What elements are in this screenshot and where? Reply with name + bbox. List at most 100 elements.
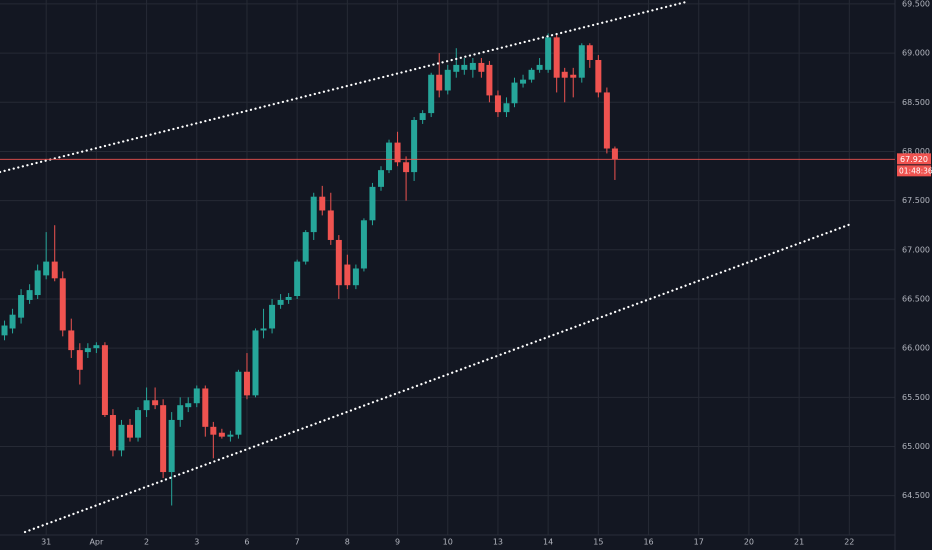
- candle-body: [26, 290, 33, 300]
- candle-body: [553, 37, 560, 78]
- candle-body: [319, 196, 326, 211]
- candle-body: [603, 92, 610, 149]
- x-tick-label: 16: [643, 538, 653, 547]
- candle-body: [360, 220, 367, 269]
- x-tick-label: 31: [41, 538, 51, 547]
- candle-body: [503, 103, 510, 113]
- candle-body: [545, 37, 552, 70]
- candle-body: [210, 426, 217, 435]
- candle-body: [436, 74, 443, 91]
- candle-body: [143, 400, 150, 411]
- countdown-label: 01:48:36: [899, 166, 932, 175]
- candle-body: [310, 196, 317, 233]
- candle-body: [586, 45, 593, 60]
- candle-body: [18, 295, 25, 318]
- candle-body: [461, 64, 468, 70]
- candle-body: [243, 371, 250, 396]
- candle-body: [294, 261, 301, 297]
- candle-body: [152, 400, 159, 406]
- candle-body: [1, 325, 8, 336]
- candle-body: [344, 264, 351, 286]
- candle-body: [611, 148, 618, 160]
- candle-body: [59, 278, 66, 331]
- candle-body: [419, 113, 426, 120]
- candle-body: [43, 261, 50, 276]
- candle-body: [260, 328, 267, 331]
- candle-body: [93, 345, 100, 349]
- y-tick-label: 67.500: [902, 196, 930, 205]
- candle-body: [118, 424, 125, 451]
- y-tick-label: 64.500: [902, 491, 930, 500]
- candle-body: [51, 261, 58, 279]
- x-tick-label: 2: [144, 538, 149, 547]
- candle-body: [444, 69, 451, 91]
- candle-body: [135, 410, 142, 438]
- y-tick-label: 69.000: [902, 49, 930, 58]
- candle-body: [369, 186, 376, 221]
- y-tick-label: 67.000: [902, 245, 930, 254]
- candle-body: [403, 162, 410, 173]
- candle-body: [84, 348, 91, 353]
- y-tick-label: 66.000: [902, 344, 930, 353]
- candle-body: [202, 388, 209, 427]
- candle-body: [428, 74, 435, 114]
- candle-body: [9, 314, 16, 329]
- y-tick-label: 66.500: [902, 294, 930, 303]
- candle-body: [269, 304, 276, 329]
- x-tick-label: 15: [593, 538, 603, 547]
- candle-body: [536, 64, 543, 70]
- x-tick-label: 22: [844, 538, 854, 547]
- x-tick-label: 14: [543, 538, 553, 547]
- candle-body: [327, 210, 334, 240]
- candle-body: [453, 64, 460, 72]
- candle-body: [486, 64, 493, 96]
- x-tick-label: Apr: [89, 538, 104, 547]
- candle-body: [511, 82, 518, 104]
- candle-body: [411, 119, 418, 173]
- candles: [1, 33, 618, 506]
- candle-body: [109, 415, 116, 451]
- candle-body: [160, 405, 167, 473]
- candle-body: [377, 170, 384, 187]
- candle-body: [252, 330, 259, 396]
- x-tick-label: 10: [443, 538, 453, 547]
- x-tick-label: 8: [345, 538, 350, 547]
- candle-body: [595, 59, 602, 93]
- candle-body: [335, 239, 342, 286]
- last-price-box: [897, 153, 931, 165]
- x-tick-label: 20: [744, 538, 754, 547]
- candle-body: [478, 62, 485, 72]
- last-price-label: 67.920: [900, 155, 928, 164]
- x-tick-label: 13: [493, 538, 503, 547]
- candle-body: [302, 232, 309, 262]
- x-tick-label: 6: [244, 538, 249, 547]
- candle-body: [185, 403, 192, 408]
- candle-body: [386, 142, 393, 171]
- candle-body: [561, 71, 568, 78]
- candle-body: [218, 432, 225, 437]
- y-tick-label: 65.000: [902, 442, 930, 451]
- candle-body: [127, 424, 134, 438]
- candle-body: [177, 405, 184, 420]
- candle-body: [235, 371, 242, 435]
- x-tick-label: 21: [794, 538, 804, 547]
- candle-body: [227, 434, 234, 437]
- y-tick-label: 68.000: [902, 147, 930, 156]
- candle-body: [76, 350, 83, 370]
- candle-body: [34, 270, 41, 296]
- candle-body: [193, 388, 200, 404]
- lower-trend-line: [23, 222, 853, 534]
- candle-body: [285, 297, 292, 300]
- x-tick-label: 3: [194, 538, 199, 547]
- candle-body: [520, 79, 527, 84]
- candle-body: [101, 345, 108, 416]
- candle-body: [578, 45, 585, 78]
- x-tick-label: 17: [694, 538, 704, 547]
- countdown-box: [897, 165, 931, 177]
- candle-body: [352, 268, 359, 286]
- candle-body: [277, 299, 284, 305]
- candle-body: [469, 62, 476, 70]
- y-tick-label: 69.500: [902, 0, 930, 8]
